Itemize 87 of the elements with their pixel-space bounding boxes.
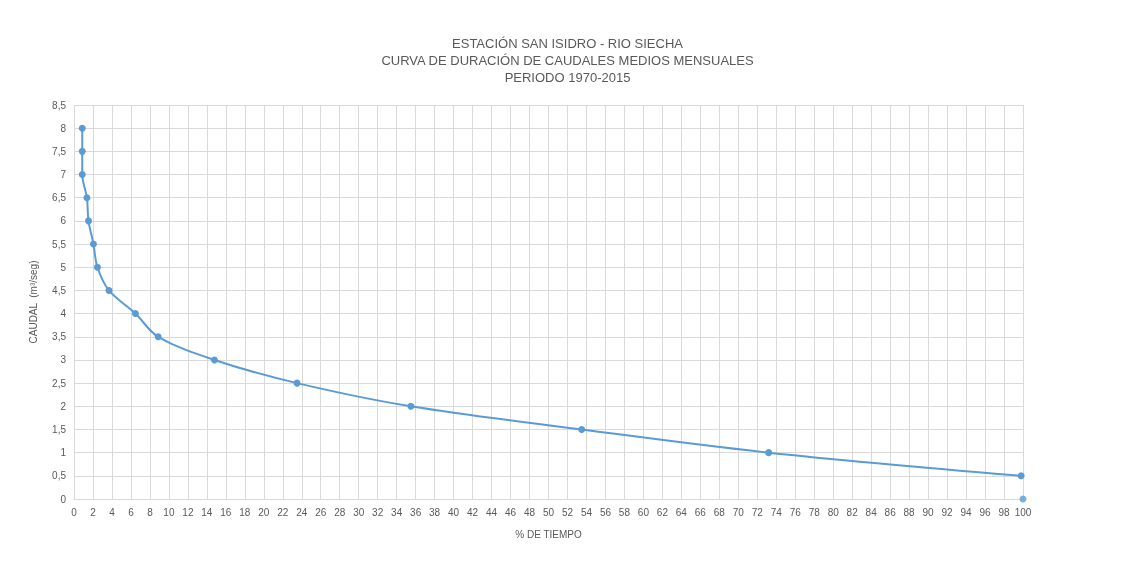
point [89,240,97,248]
x-tick-label: 80 [827,506,840,518]
x-tick-label: 12 [182,506,194,518]
x-tick-label: 66 [694,506,707,518]
x-tick-label: 0 [71,506,78,518]
x-tick-label: 74 [770,506,783,518]
x-tick-label: 42 [467,506,479,518]
x-tick-label: 54 [580,506,593,518]
x-tick-label: 24 [296,506,308,518]
x-tick-label: 58 [618,506,631,518]
x-tick-label: 76 [789,506,802,518]
point [131,310,139,318]
x-tick-label: 44 [486,506,498,518]
x-tick-label: 16 [220,506,232,518]
x-tick-label: 50 [542,506,555,518]
point [765,449,773,457]
chart-title: ESTACIÓN SAN ISIDRO - RIO SIECHA CURVA DE DURACIÓN DE CAUDALES MEDIOS MENSUALES PERIODO 1970-2015 [381,36,754,85]
x-tick-label: 40 [448,506,460,518]
x-tick-label: 70 [732,506,745,518]
y-tick-label: 4 [60,308,67,320]
point [210,356,218,364]
y-tick-label: 0,5 [52,470,67,482]
y-tick-label: 8 [60,122,67,134]
y-tick-label: 0 [60,493,67,505]
point [154,333,162,341]
x-tick-label: 88 [903,506,916,518]
point [1017,472,1025,480]
x-tick-label: 72 [751,506,764,518]
x-tick-label: 92 [941,506,954,518]
y-tick-label: 1 [60,447,67,459]
point [83,194,91,202]
y-tick-label: 2,5 [52,377,67,389]
x-tick-label: 22 [277,506,289,518]
y-tick-label: 7,5 [52,145,67,157]
x-tick-label: 78 [808,506,821,518]
x-tick-label: 52 [561,506,574,518]
x-tick-label: 34 [391,506,403,518]
x-tick-label: 64 [675,506,688,518]
x-tick-label: 84 [865,506,878,518]
x-axis-title: % DE TIEMPO [515,528,582,540]
x-tick-label: 30 [353,506,365,518]
x-tick-label: 8 [147,506,154,518]
y-tick-label: 1,5 [52,423,67,435]
x-tick-label: 96 [979,506,992,518]
x-tick-label: 2 [90,506,97,518]
x-tick-label: 48 [523,506,536,518]
x-tick-label: 20 [258,506,270,518]
x-tick-label: 46 [504,506,517,518]
point [78,124,86,132]
x-tick-label: 18 [239,506,251,518]
y-tick-label: 5,5 [52,238,67,250]
x-tick-label: 56 [599,506,612,518]
y-tick-label: 6 [60,215,67,227]
point [78,147,86,155]
x-tick-label: 100 [1014,506,1032,518]
point [407,402,415,410]
point [578,425,586,433]
x-tick-label: 98 [998,506,1011,518]
point [93,263,101,271]
x-tick-label: 36 [410,506,422,518]
x-tick-label: 4 [109,506,116,518]
x-tick-label: 68 [713,506,726,518]
x-tick-label: 94 [960,506,973,518]
y-tick-label: 5 [60,261,67,273]
y-axis-title: CAUDAL (m³/seg) [27,260,39,344]
x-tick-label: 62 [656,506,669,518]
y-tick-label: 7 [60,169,67,181]
x-tick-label: 82 [846,506,859,518]
point [78,171,86,179]
y-tick-label: 4,5 [52,284,67,296]
x-tick-label: 32 [372,506,384,518]
y-tick-label: 6,5 [52,192,67,204]
x-tick-label: 28 [334,506,346,518]
y-tick-label: 3 [60,354,67,366]
point [105,286,113,294]
y-tick-label: 2 [60,400,67,412]
x-tick-label: 38 [429,506,441,518]
x-tick-label: 90 [922,506,935,518]
y-tick-label: 3,5 [52,331,67,343]
x-tick-label: 60 [637,506,650,518]
x-tick-label: 86 [884,506,897,518]
x-tick-label: 14 [201,506,213,518]
x-tick-label: 26 [315,506,327,518]
x-tick-label: 10 [163,506,175,518]
point [85,217,93,225]
y-tick-label: 8,5 [52,99,67,111]
x-tick-label: 6 [128,506,135,518]
